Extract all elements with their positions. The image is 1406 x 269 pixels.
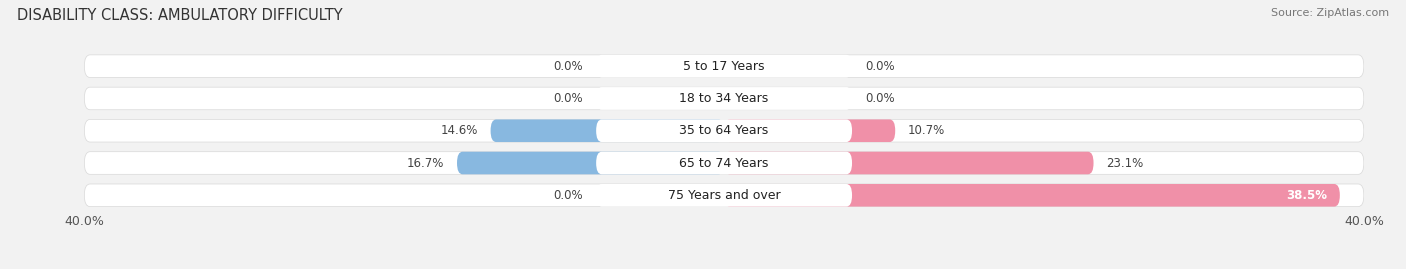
FancyBboxPatch shape — [596, 119, 852, 142]
Text: 10.7%: 10.7% — [908, 124, 945, 137]
FancyBboxPatch shape — [84, 87, 1364, 110]
FancyBboxPatch shape — [596, 87, 852, 110]
Text: Source: ZipAtlas.com: Source: ZipAtlas.com — [1271, 8, 1389, 18]
FancyBboxPatch shape — [596, 55, 852, 77]
FancyBboxPatch shape — [724, 184, 1340, 207]
FancyBboxPatch shape — [724, 119, 896, 142]
Text: 0.0%: 0.0% — [865, 92, 894, 105]
Text: 18 to 34 Years: 18 to 34 Years — [679, 92, 769, 105]
FancyBboxPatch shape — [491, 119, 724, 142]
Text: 0.0%: 0.0% — [554, 189, 583, 202]
Text: 14.6%: 14.6% — [440, 124, 478, 137]
Text: 65 to 74 Years: 65 to 74 Years — [679, 157, 769, 169]
Text: 75 Years and over: 75 Years and over — [668, 189, 780, 202]
FancyBboxPatch shape — [84, 55, 1364, 77]
FancyBboxPatch shape — [84, 152, 1364, 174]
FancyBboxPatch shape — [596, 152, 852, 174]
Text: 16.7%: 16.7% — [406, 157, 444, 169]
Text: 0.0%: 0.0% — [554, 60, 583, 73]
FancyBboxPatch shape — [596, 184, 852, 207]
Text: 0.0%: 0.0% — [865, 60, 894, 73]
Text: 38.5%: 38.5% — [1286, 189, 1327, 202]
FancyBboxPatch shape — [457, 152, 724, 174]
Text: 5 to 17 Years: 5 to 17 Years — [683, 60, 765, 73]
Text: 35 to 64 Years: 35 to 64 Years — [679, 124, 769, 137]
Text: 23.1%: 23.1% — [1107, 157, 1143, 169]
Text: 0.0%: 0.0% — [554, 92, 583, 105]
Text: DISABILITY CLASS: AMBULATORY DIFFICULTY: DISABILITY CLASS: AMBULATORY DIFFICULTY — [17, 8, 343, 23]
FancyBboxPatch shape — [84, 119, 1364, 142]
FancyBboxPatch shape — [724, 152, 1094, 174]
FancyBboxPatch shape — [84, 184, 1364, 207]
